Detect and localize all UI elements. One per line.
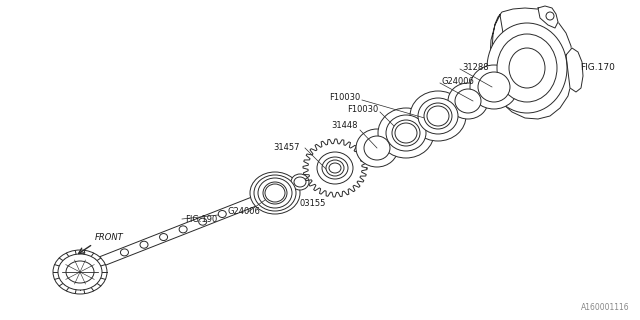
Text: F10030: F10030 bbox=[329, 93, 360, 102]
Ellipse shape bbox=[386, 115, 426, 151]
Text: 31448: 31448 bbox=[332, 122, 358, 131]
Text: FIG.170: FIG.170 bbox=[580, 63, 615, 73]
Ellipse shape bbox=[294, 177, 306, 187]
Text: 31288: 31288 bbox=[462, 62, 488, 71]
Ellipse shape bbox=[455, 89, 481, 113]
Text: FRONT: FRONT bbox=[95, 233, 124, 242]
Ellipse shape bbox=[66, 261, 94, 283]
Text: F10030: F10030 bbox=[347, 106, 378, 115]
Ellipse shape bbox=[322, 157, 348, 179]
Ellipse shape bbox=[364, 136, 390, 160]
Ellipse shape bbox=[497, 34, 557, 102]
Ellipse shape bbox=[418, 98, 458, 134]
Ellipse shape bbox=[258, 178, 292, 208]
Ellipse shape bbox=[291, 174, 309, 190]
Ellipse shape bbox=[198, 218, 207, 225]
Ellipse shape bbox=[427, 106, 449, 126]
Text: 03155: 03155 bbox=[300, 198, 326, 207]
Ellipse shape bbox=[424, 103, 452, 129]
Polygon shape bbox=[538, 6, 558, 28]
Ellipse shape bbox=[263, 182, 287, 204]
Ellipse shape bbox=[326, 160, 344, 176]
Ellipse shape bbox=[392, 120, 420, 146]
Ellipse shape bbox=[329, 163, 341, 173]
Ellipse shape bbox=[448, 83, 488, 119]
Ellipse shape bbox=[53, 250, 107, 294]
Ellipse shape bbox=[487, 23, 567, 113]
Ellipse shape bbox=[120, 249, 129, 256]
Polygon shape bbox=[490, 8, 573, 119]
Text: FIG.190: FIG.190 bbox=[185, 214, 217, 223]
Ellipse shape bbox=[58, 254, 102, 290]
Ellipse shape bbox=[254, 175, 296, 211]
Polygon shape bbox=[303, 139, 367, 197]
Ellipse shape bbox=[410, 91, 466, 141]
Ellipse shape bbox=[250, 172, 300, 214]
Ellipse shape bbox=[218, 211, 227, 218]
Text: 31457: 31457 bbox=[273, 143, 300, 153]
Text: A160001116: A160001116 bbox=[581, 303, 630, 312]
Ellipse shape bbox=[378, 108, 434, 158]
Ellipse shape bbox=[546, 12, 554, 20]
Text: G24006: G24006 bbox=[228, 207, 261, 217]
Ellipse shape bbox=[356, 129, 398, 167]
Ellipse shape bbox=[179, 226, 187, 233]
Text: G24006: G24006 bbox=[442, 77, 475, 86]
Ellipse shape bbox=[478, 72, 510, 102]
Ellipse shape bbox=[265, 184, 285, 202]
Ellipse shape bbox=[159, 234, 168, 241]
Ellipse shape bbox=[317, 152, 353, 184]
Ellipse shape bbox=[509, 48, 545, 88]
Ellipse shape bbox=[140, 241, 148, 248]
Polygon shape bbox=[566, 48, 583, 92]
Ellipse shape bbox=[470, 65, 518, 109]
Ellipse shape bbox=[395, 123, 417, 143]
